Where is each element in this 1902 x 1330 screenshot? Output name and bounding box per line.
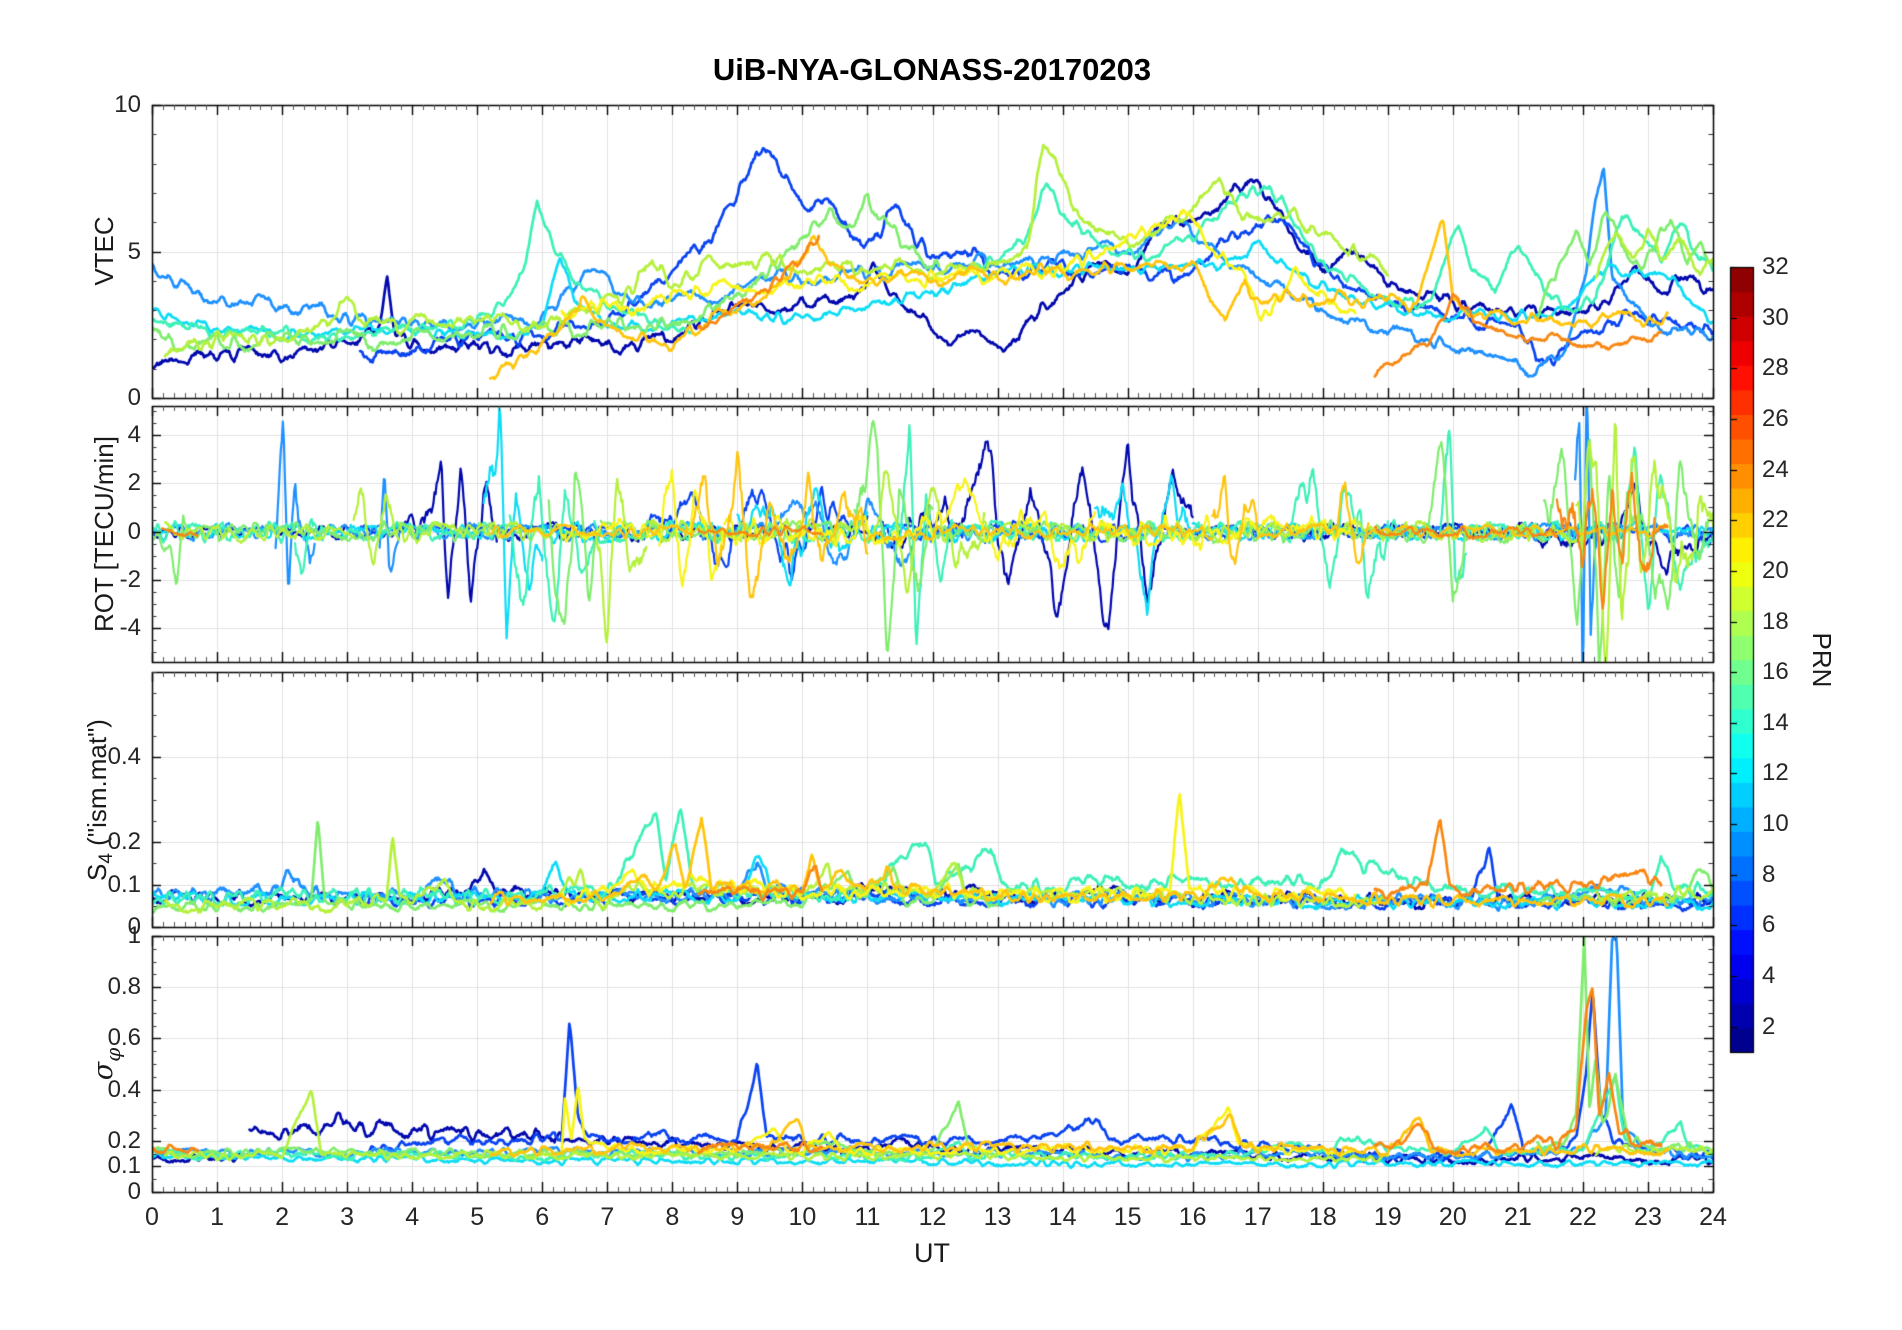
figure-title: UiB-NYA-GLONASS-20170203: [712, 52, 1152, 87]
x-tick-label: 6: [535, 1203, 550, 1231]
x-tick-label: 2: [275, 1203, 290, 1231]
colorbar-tick-label: 18: [1762, 607, 1789, 635]
x-tick-label: 4: [405, 1203, 420, 1231]
y-tick-label: 0.2: [107, 828, 141, 855]
x-tick-label: 11: [854, 1203, 881, 1231]
x-tick-label: 16: [1178, 1203, 1207, 1231]
x-tick-label: 23: [1634, 1203, 1662, 1231]
x-tick-label: 7: [600, 1203, 615, 1231]
colorbar-tick-label: 2: [1762, 1012, 1776, 1040]
x-tick-label: 21: [1503, 1203, 1532, 1231]
y-tick-label: 5: [127, 237, 141, 265]
colorbar-tick-label: 26: [1762, 404, 1789, 432]
x-tick-label: 20: [1438, 1203, 1467, 1231]
x-tick-label: 5: [470, 1203, 485, 1231]
x-tick-label: 8: [665, 1203, 680, 1231]
x-tick-label: 18: [1308, 1203, 1337, 1231]
colorbar-tick-label: 32: [1762, 253, 1789, 280]
x-tick-label: 17: [1243, 1203, 1272, 1231]
y-tick-label: 0.4: [107, 743, 141, 770]
y-tick-label: 2: [127, 469, 141, 497]
y-tick-label: 0: [127, 384, 141, 411]
x-tick-label: 15: [1113, 1203, 1142, 1231]
colorbar-tick-label: 4: [1762, 962, 1776, 990]
x-tick-label: 3: [340, 1203, 355, 1231]
y-tick-label: 4: [127, 420, 141, 448]
x-tick-label: 19: [1373, 1203, 1402, 1231]
colorbar-tick-label: 8: [1762, 860, 1776, 888]
colorbar-tick-label: 10: [1762, 810, 1789, 838]
x-tick-label: 10: [788, 1203, 817, 1231]
y-tick-label: -4: [119, 614, 141, 642]
y-tick-label: -2: [119, 565, 141, 593]
y-tick-label: 0: [127, 517, 141, 545]
x-tick-label: 14: [1048, 1203, 1077, 1231]
colorbar-tick-label: 12: [1762, 759, 1789, 787]
y-tick-label: 0.4: [107, 1075, 141, 1103]
x-tick-label: 13: [983, 1203, 1012, 1231]
x-tick-label: 24: [1699, 1203, 1727, 1231]
y-tick-label: 0.6: [107, 1024, 141, 1052]
colorbar-tick-label: 16: [1762, 658, 1789, 686]
x-tick-label: 1: [210, 1203, 224, 1231]
colorbar-tick-label: 6: [1762, 911, 1776, 939]
colorbar-tick-label: 22: [1762, 506, 1789, 534]
y-tick-label: 0.1: [107, 870, 141, 898]
colorbar-tick-label: 30: [1762, 303, 1789, 331]
colorbar-tick-label: 20: [1762, 556, 1789, 584]
colorbar-tick-label: 14: [1762, 708, 1789, 736]
colorbar-tick-label: 24: [1762, 455, 1789, 483]
y-tick-label: 1: [127, 922, 141, 949]
y-tick-label: 0: [127, 913, 141, 940]
x-tick-label: 12: [918, 1203, 947, 1231]
x-tick-label: 22: [1569, 1203, 1597, 1231]
x-tick-label: 0: [145, 1203, 159, 1231]
y-tick-label: 0.1: [107, 1152, 141, 1180]
y-tick-label: 0: [127, 1178, 141, 1205]
x-axis-label: UT: [914, 1238, 950, 1268]
colorbar-tick-label: 28: [1762, 354, 1789, 382]
y-tick-label: 0.2: [107, 1126, 141, 1154]
y-tick-label: 10: [114, 91, 141, 118]
x-tick-label: 9: [730, 1203, 745, 1231]
y-tick-label: 0.8: [107, 973, 141, 1001]
